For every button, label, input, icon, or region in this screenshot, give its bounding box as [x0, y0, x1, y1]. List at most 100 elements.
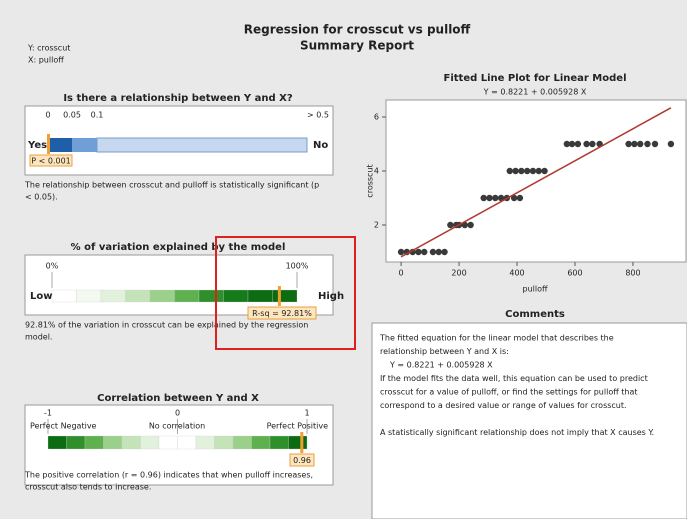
marker	[300, 432, 304, 453]
low-label: Low	[30, 291, 52, 302]
point	[667, 140, 675, 148]
point	[506, 167, 513, 175]
bar-segment	[96, 137, 308, 153]
point	[497, 194, 505, 202]
bar-segment	[76, 289, 102, 303]
bar-segment	[232, 435, 252, 450]
point	[421, 248, 428, 256]
description: 92.81% of the variation in crosscut can …	[25, 321, 308, 330]
label-box	[29, 154, 73, 167]
point	[435, 248, 442, 256]
point	[625, 140, 632, 148]
point	[563, 140, 571, 148]
plot-title: Fitted Line Plot for Linear Model	[444, 73, 627, 84]
point	[415, 248, 422, 256]
point	[574, 140, 582, 148]
point	[518, 167, 525, 175]
x-variable: X: pulloff	[28, 56, 64, 65]
scale-label: No correlation	[149, 422, 205, 431]
point	[447, 221, 454, 229]
bar-segment	[103, 435, 123, 450]
comment-line: If the model fits the data well, this eq…	[380, 374, 648, 383]
description: < 0.05).	[25, 193, 58, 202]
y-tick-label: 6	[374, 113, 379, 122]
panel	[24, 254, 334, 316]
high-label: High	[318, 291, 344, 302]
label-box	[247, 306, 317, 320]
point	[568, 140, 576, 148]
x-tick-label: 0	[399, 269, 404, 278]
point	[631, 140, 638, 148]
y-tick-label: 4	[374, 167, 379, 176]
report-title: Regression for crosscut vs pulloff	[244, 23, 471, 37]
point	[429, 248, 437, 256]
tick-label: 0	[175, 409, 180, 418]
description: The positive correlation (r = 0.96) indi…	[24, 471, 313, 480]
scale-label: Perfect Positive	[267, 422, 328, 431]
y-axis-label: crosscut	[366, 164, 375, 197]
point	[644, 140, 651, 148]
comment-line: crosscut for a value of pulloff, or find…	[380, 388, 638, 397]
bar-segment	[195, 435, 215, 450]
point	[467, 221, 474, 229]
panel-title: % of variation explained by the model	[71, 242, 286, 253]
point	[516, 194, 524, 202]
description: The relationship between crosscut and pu…	[24, 181, 319, 190]
y-variable: Y: crosscut	[27, 44, 70, 53]
bar-segment	[214, 435, 234, 450]
description: model.	[25, 333, 52, 342]
point	[541, 167, 548, 175]
bar-segment	[51, 289, 77, 303]
bar-segment	[247, 289, 273, 303]
scale-label: 0.1	[91, 111, 104, 120]
tick-label: 0%	[46, 262, 59, 271]
bar-segment	[223, 289, 249, 303]
point	[441, 248, 448, 256]
bar-segment	[288, 435, 308, 450]
r-sq-label: R-sq = 92.81%	[252, 309, 312, 318]
marker	[47, 134, 50, 154]
panel-title: Is there a relationship between Y and X?	[63, 93, 293, 104]
point	[510, 194, 518, 202]
point	[535, 167, 542, 175]
highlight-box	[215, 236, 356, 350]
point	[397, 248, 405, 256]
bar-segment	[121, 435, 141, 450]
scale-label: 0.05	[63, 111, 81, 120]
bar-segment	[272, 289, 298, 303]
bar-segment	[177, 435, 197, 450]
point	[486, 194, 493, 202]
marker	[277, 286, 281, 306]
scale-label: Perfect Negative	[30, 422, 97, 431]
bar-segment	[48, 138, 72, 152]
comment-line: correspond to a desired value or range o…	[380, 401, 627, 410]
bar-segment	[125, 289, 151, 303]
point	[583, 140, 590, 148]
yes-label: Yes	[27, 140, 47, 151]
point	[512, 167, 519, 175]
label-box	[289, 453, 315, 467]
bar-segment	[84, 435, 104, 450]
x-axis-label: pulloff	[523, 285, 548, 294]
point	[637, 140, 644, 148]
point	[461, 221, 469, 229]
tick-label: 100%	[286, 262, 309, 271]
comment-line: The fitted equation for the linear model…	[379, 334, 614, 343]
scale-label: > 0.5	[307, 111, 329, 120]
comment-note: A statistically significant relationship…	[380, 428, 654, 437]
scale-label: 0	[45, 111, 50, 120]
tick-label: -1	[44, 409, 52, 418]
bar-segment	[198, 289, 224, 303]
point	[523, 167, 531, 175]
x-tick-label: 600	[567, 269, 582, 278]
point	[529, 167, 537, 175]
bar-segment	[174, 289, 200, 303]
x-tick-label: 800	[625, 269, 640, 278]
x-tick-label: 200	[451, 269, 466, 278]
tick-label: 1	[304, 409, 309, 418]
description: crosscut also tends to increase.	[25, 483, 151, 492]
bar-segment	[72, 138, 97, 152]
point	[403, 248, 411, 256]
